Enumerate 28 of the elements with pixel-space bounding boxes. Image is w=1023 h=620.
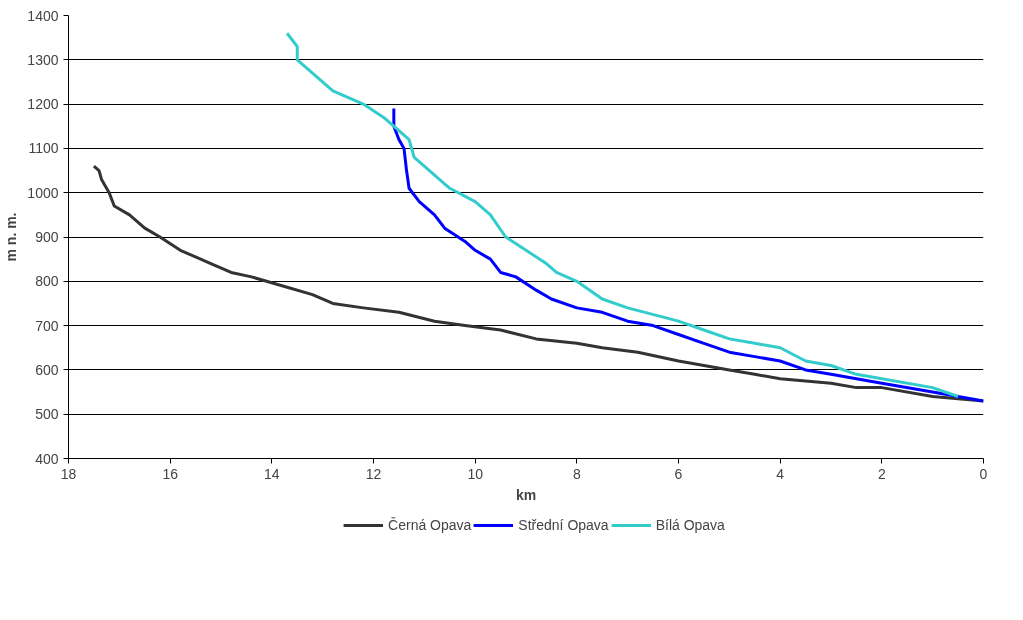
y-tick-label: 500 xyxy=(35,406,59,423)
legend-label: Černá Opava xyxy=(388,517,472,533)
x-tick-label: 16 xyxy=(162,465,179,482)
x-tick-label: 14 xyxy=(264,465,280,482)
y-tick-label: 1100 xyxy=(28,140,59,157)
y-axis-title: m n. m. xyxy=(3,212,20,262)
x-tick-label: 12 xyxy=(365,465,382,482)
x-axis-title: km xyxy=(515,486,537,503)
y-tick-label: 800 xyxy=(35,273,59,290)
legend-label: Střední Opava xyxy=(518,517,609,533)
x-tick-label: 8 xyxy=(572,465,581,482)
y-tick-label: 1200 xyxy=(27,96,59,113)
x-tick-label: 4 xyxy=(776,465,785,482)
x-tick-label: 10 xyxy=(467,465,484,482)
y-tick-label: 600 xyxy=(35,361,59,378)
x-tick-label: 6 xyxy=(674,465,683,482)
x-tick-label: 0 xyxy=(979,465,988,482)
line-series xyxy=(392,107,984,403)
x-tick-label: 2 xyxy=(877,465,886,482)
y-tick-label: 900 xyxy=(35,229,59,245)
y-tick-label: 700 xyxy=(35,317,59,334)
y-tick-label: 1400 xyxy=(27,7,59,24)
x-tick-label: 18 xyxy=(60,465,77,482)
y-tick-label: 1300 xyxy=(27,51,59,68)
y-tick-label: 400 xyxy=(35,450,59,467)
legend-label: Bílá Opava xyxy=(655,517,725,533)
line-series xyxy=(285,31,960,398)
y-tick-label: 1000 xyxy=(27,184,59,201)
